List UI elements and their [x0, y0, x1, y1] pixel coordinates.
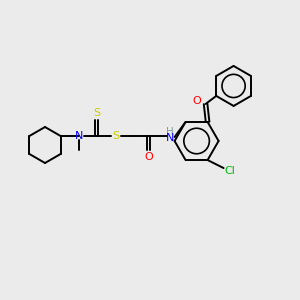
Text: N: N	[165, 133, 174, 143]
Text: Cl: Cl	[224, 166, 235, 176]
Text: O: O	[192, 96, 201, 106]
Text: S: S	[112, 131, 119, 141]
Text: S: S	[93, 108, 100, 118]
Text: N: N	[74, 131, 83, 141]
Text: O: O	[144, 152, 153, 162]
Text: H: H	[166, 127, 173, 137]
